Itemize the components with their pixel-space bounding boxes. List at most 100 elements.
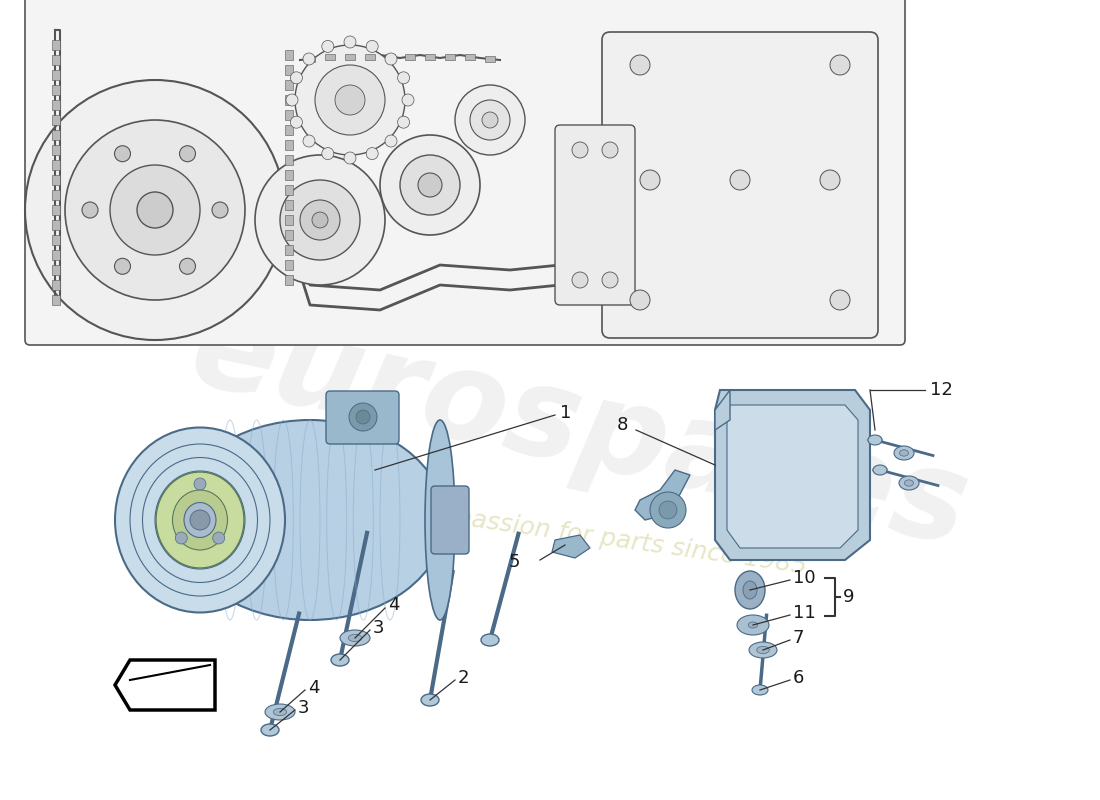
Circle shape	[302, 135, 315, 147]
Bar	[465, 54, 475, 59]
Bar	[285, 200, 293, 210]
Ellipse shape	[894, 446, 914, 460]
Ellipse shape	[868, 436, 882, 444]
Circle shape	[336, 85, 365, 115]
Ellipse shape	[331, 654, 349, 666]
Ellipse shape	[185, 509, 205, 531]
Bar	[285, 140, 293, 150]
Circle shape	[110, 165, 200, 255]
Ellipse shape	[742, 581, 757, 599]
Ellipse shape	[424, 696, 437, 704]
Ellipse shape	[735, 571, 764, 609]
Bar	[52, 100, 60, 110]
Bar	[385, 54, 395, 59]
Ellipse shape	[748, 622, 758, 628]
Bar	[285, 185, 293, 195]
Circle shape	[418, 173, 442, 197]
Bar	[52, 280, 60, 290]
Text: 5: 5	[508, 553, 520, 571]
Circle shape	[830, 290, 850, 310]
Circle shape	[402, 94, 414, 106]
Ellipse shape	[481, 634, 499, 646]
Bar	[52, 85, 60, 95]
Bar	[345, 54, 355, 59]
Circle shape	[315, 65, 385, 135]
Ellipse shape	[868, 435, 882, 445]
Circle shape	[175, 532, 187, 544]
Ellipse shape	[900, 450, 909, 456]
Circle shape	[470, 100, 510, 140]
Circle shape	[630, 290, 650, 310]
Circle shape	[572, 142, 588, 158]
Ellipse shape	[873, 466, 887, 474]
Circle shape	[572, 272, 588, 288]
Circle shape	[280, 180, 360, 260]
Circle shape	[397, 72, 409, 84]
Bar	[405, 54, 415, 59]
Circle shape	[300, 200, 340, 240]
Text: a passion for parts since 1985: a passion for parts since 1985	[431, 502, 808, 578]
Ellipse shape	[899, 476, 918, 490]
Text: 12: 12	[930, 381, 953, 399]
Circle shape	[179, 146, 196, 162]
Bar	[285, 245, 293, 255]
Circle shape	[82, 202, 98, 218]
Bar	[52, 250, 60, 260]
Ellipse shape	[425, 420, 455, 620]
Bar	[52, 235, 60, 245]
Text: 4: 4	[388, 596, 399, 614]
FancyBboxPatch shape	[602, 32, 878, 338]
Text: 3: 3	[373, 619, 385, 637]
FancyBboxPatch shape	[556, 125, 635, 305]
Bar	[52, 220, 60, 230]
Circle shape	[356, 410, 370, 424]
Polygon shape	[552, 535, 590, 558]
Circle shape	[366, 41, 378, 53]
Bar	[285, 80, 293, 90]
Bar	[52, 160, 60, 170]
Circle shape	[114, 146, 131, 162]
Bar	[52, 55, 60, 65]
Ellipse shape	[263, 726, 277, 734]
Bar	[285, 260, 293, 270]
FancyBboxPatch shape	[431, 486, 469, 554]
Ellipse shape	[904, 480, 913, 486]
Circle shape	[212, 202, 228, 218]
Bar	[52, 130, 60, 140]
Text: 4: 4	[308, 679, 319, 697]
FancyBboxPatch shape	[25, 0, 905, 345]
Circle shape	[630, 55, 650, 75]
Circle shape	[114, 258, 131, 274]
Ellipse shape	[483, 636, 497, 644]
Bar	[52, 70, 60, 80]
Polygon shape	[635, 470, 690, 520]
Ellipse shape	[752, 685, 768, 695]
Bar	[52, 295, 60, 305]
Circle shape	[640, 170, 660, 190]
Ellipse shape	[757, 646, 769, 654]
Ellipse shape	[273, 709, 287, 715]
Circle shape	[138, 192, 173, 228]
Text: 1: 1	[560, 404, 571, 422]
Circle shape	[820, 170, 840, 190]
Text: 7: 7	[793, 629, 804, 647]
Ellipse shape	[749, 642, 777, 658]
Circle shape	[482, 112, 498, 128]
Ellipse shape	[173, 490, 228, 550]
Text: eurospares: eurospares	[180, 289, 979, 571]
Text: 2: 2	[458, 669, 470, 687]
Circle shape	[349, 403, 377, 431]
Bar	[52, 115, 60, 125]
Bar	[285, 110, 293, 120]
FancyBboxPatch shape	[326, 391, 399, 444]
Circle shape	[730, 170, 750, 190]
Text: 3: 3	[298, 699, 309, 717]
Text: 10: 10	[793, 569, 815, 587]
Ellipse shape	[340, 630, 370, 646]
Ellipse shape	[873, 465, 887, 475]
Circle shape	[344, 152, 356, 164]
Bar	[285, 125, 293, 135]
Bar	[365, 54, 375, 59]
Circle shape	[25, 80, 285, 340]
Circle shape	[385, 135, 397, 147]
